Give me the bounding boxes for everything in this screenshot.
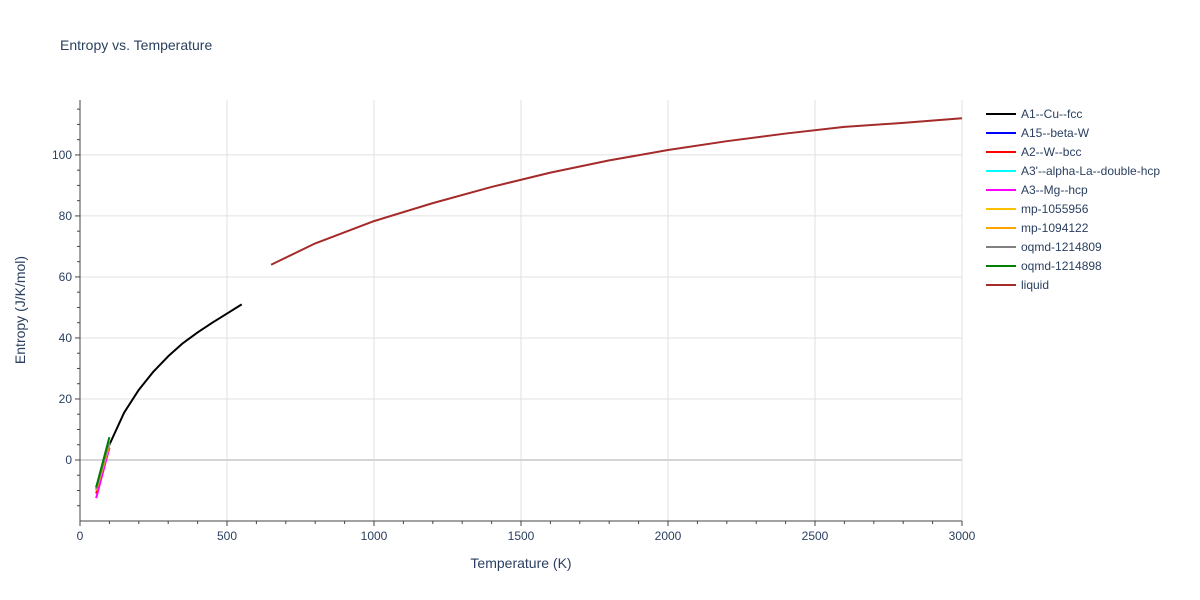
grid-layer [80,100,963,521]
y-axis-title: Entropy (J/K/mol) [12,256,28,364]
axes-layer: 0 500 1000 1500 2000 2500 3000 0 20 40 60 80 100 [52,100,976,543]
legend-label: A3'--alpha-La--double-hcp [1021,164,1160,178]
y-tick-label: 100 [52,148,72,162]
legend-label: liquid [1021,278,1049,292]
y-tick-label: 80 [59,209,73,223]
x-axis-title: Temperature (K) [470,555,571,571]
legend-label: A3--Mg--hcp [1021,183,1088,197]
series-line-a1-cu-fcc [95,303,243,488]
legend-label: A1--Cu--fcc [1021,107,1082,121]
x-tick-label: 1500 [508,529,535,543]
y-tick-label: 20 [59,392,73,406]
legend-label: mp-1055956 [1021,202,1089,216]
y-tick-label: 0 [65,453,72,467]
chart-title: Entropy vs. Temperature [60,37,212,53]
legend-label: A15--beta-W [1021,126,1090,140]
series-line-a3-mg-hcp [95,447,111,499]
x-tick-label: 0 [77,529,84,543]
legend-label: oqmd-1214898 [1021,259,1102,273]
legend-label: oqmd-1214809 [1021,240,1102,254]
y-tick-label: 60 [59,270,73,284]
legend: A1--Cu--fcc A15--beta-W A2--W--bcc A3'--alp… [986,107,1160,292]
x-tick-label: 2500 [802,529,829,543]
y-tick-label: 40 [59,331,73,345]
x-tick-label: 2000 [655,529,682,543]
series-layer [95,117,963,499]
x-tick-label: 1000 [361,529,388,543]
legend-label: A2--W--bcc [1021,145,1081,159]
series-line-oqmd-1214898 [95,436,111,488]
legend-label: mp-1094122 [1021,221,1089,235]
series-line-liquid [270,117,963,266]
x-tick-label: 3000 [949,529,976,543]
x-tick-label: 500 [217,529,237,543]
